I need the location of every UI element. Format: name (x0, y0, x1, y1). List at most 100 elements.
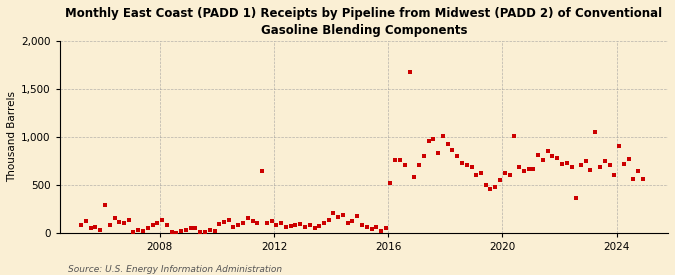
Point (514, 165, 524, 170)
Point (452, 154, 462, 158)
Point (85, 226, 96, 230)
Point (152, 221, 163, 225)
Point (209, 229, 220, 233)
Point (552, 156, 563, 160)
Point (428, 136, 439, 141)
Point (461, 163, 472, 168)
Point (418, 154, 429, 158)
Point (356, 223, 367, 227)
Point (518, 169, 529, 174)
Point (281, 225, 292, 229)
Point (242, 216, 253, 220)
Point (562, 160, 572, 165)
Point (523, 167, 534, 172)
Point (142, 226, 153, 230)
Point (385, 180, 396, 185)
Point (442, 142, 453, 147)
Point (304, 223, 315, 227)
Point (300, 225, 310, 229)
Point (409, 175, 420, 179)
Point (76, 223, 86, 227)
Point (556, 162, 567, 167)
Point (437, 134, 448, 138)
Point (433, 151, 443, 155)
Point (618, 162, 629, 167)
Point (319, 221, 329, 225)
Point (547, 154, 558, 158)
Point (414, 163, 425, 168)
Point (285, 224, 296, 228)
Point (314, 224, 325, 228)
Point (328, 211, 339, 216)
Point (233, 223, 244, 227)
Point (256, 169, 267, 174)
Point (195, 229, 206, 234)
Point (171, 230, 182, 235)
Point (590, 130, 601, 134)
Point (570, 196, 581, 200)
Point (223, 218, 234, 222)
Point (342, 221, 353, 225)
Point (447, 148, 458, 152)
Point (628, 177, 639, 181)
Point (632, 169, 643, 174)
Point (576, 163, 587, 168)
Text: Source: U.S. Energy Information Administration: Source: U.S. Energy Information Administ… (68, 265, 281, 274)
Point (323, 218, 334, 222)
Point (509, 134, 520, 138)
Point (275, 221, 286, 225)
Point (128, 229, 139, 234)
Point (147, 223, 158, 227)
Point (595, 165, 605, 170)
Point (176, 229, 186, 233)
Point (481, 182, 491, 187)
Point (466, 165, 477, 170)
Point (309, 226, 320, 230)
Point (371, 225, 381, 229)
Point (271, 223, 281, 227)
Point (500, 171, 510, 175)
Point (80, 219, 91, 223)
Point (228, 225, 239, 229)
Point (199, 230, 210, 234)
Point (119, 221, 130, 225)
Point (533, 153, 543, 157)
Point (400, 163, 410, 168)
Point (566, 165, 577, 170)
Point (190, 226, 201, 230)
Title: Monthly East Coast (PADD 1) Receipts by Pipeline from Midwest (PADD 2) of Conven: Monthly East Coast (PADD 1) Receipts by … (65, 7, 662, 37)
Point (470, 173, 481, 177)
Point (585, 168, 596, 172)
Point (623, 156, 634, 161)
Point (381, 226, 392, 230)
Point (124, 218, 134, 222)
Point (456, 160, 467, 165)
Point (138, 229, 148, 233)
Point (105, 223, 115, 227)
Point (252, 221, 263, 225)
Point (109, 216, 120, 220)
Point (347, 219, 358, 223)
Point (637, 177, 648, 181)
Point (476, 171, 487, 175)
Point (266, 219, 277, 223)
Point (338, 213, 348, 218)
Point (333, 215, 344, 219)
Point (352, 214, 362, 218)
Point (542, 149, 553, 153)
Point (376, 229, 387, 233)
Point (90, 225, 101, 229)
Point (490, 184, 501, 189)
Point (504, 173, 515, 177)
Point (247, 219, 258, 223)
Point (290, 223, 301, 227)
Point (185, 226, 196, 230)
Point (367, 227, 377, 231)
Point (404, 69, 415, 74)
Point (205, 227, 215, 232)
Point (157, 218, 167, 222)
Point (99, 203, 110, 207)
Y-axis label: Thousand Barrels: Thousand Barrels (7, 91, 17, 182)
Point (133, 227, 144, 232)
Point (395, 158, 406, 162)
